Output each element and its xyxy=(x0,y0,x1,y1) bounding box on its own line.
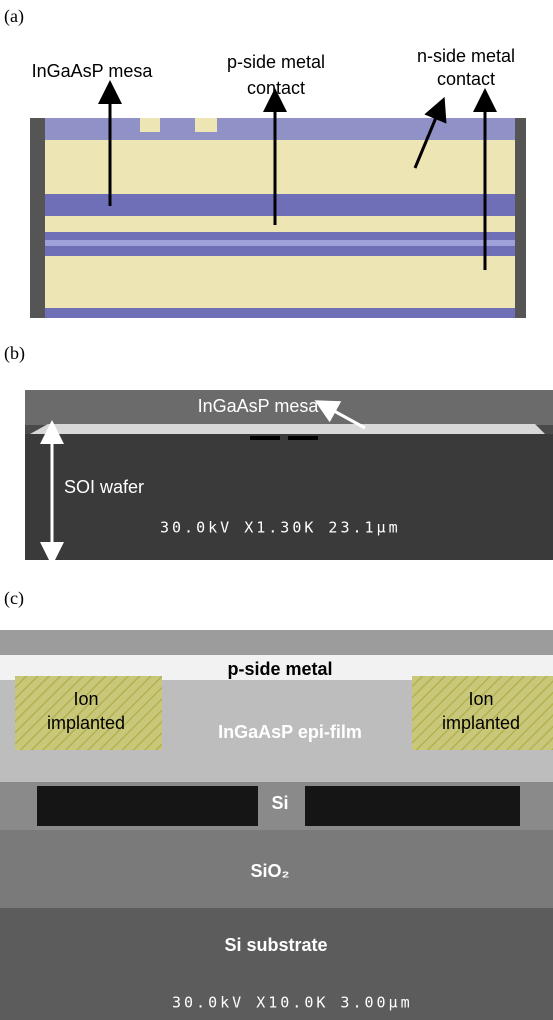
annotation: contact xyxy=(437,69,495,89)
annotation: implanted xyxy=(47,713,125,733)
micrograph-a xyxy=(30,118,526,318)
annotation: contact xyxy=(247,78,305,98)
annotation: SOI wafer xyxy=(64,477,144,497)
sem-readout: 30.0kV X10.0K 3.00µm xyxy=(172,994,413,1012)
annotation: Ion xyxy=(73,689,98,709)
figure: (a) InGaAsP mesa p-side metal contact n-… xyxy=(0,0,553,1020)
panel-label: (b) xyxy=(4,343,25,364)
annotation: InGaAsP mesa xyxy=(32,61,154,81)
annotation: SiO₂ xyxy=(250,861,289,881)
annotation: n-side metal xyxy=(417,46,515,66)
annotation: Si substrate xyxy=(224,935,327,955)
annotation: p-side metal xyxy=(227,52,325,72)
annotation: InGaAsP epi-film xyxy=(218,722,362,742)
annotation: implanted xyxy=(442,713,520,733)
panel-label: (c) xyxy=(4,588,24,609)
annotation: Ion xyxy=(468,689,493,709)
annotation: p-side metal xyxy=(227,659,332,679)
annotation: InGaAsP mesa xyxy=(198,396,320,416)
panel-label: (a) xyxy=(4,6,24,27)
sem-readout: 30.0kV X1.30K 23.1µm xyxy=(160,519,401,537)
annotation: Si xyxy=(271,793,288,813)
